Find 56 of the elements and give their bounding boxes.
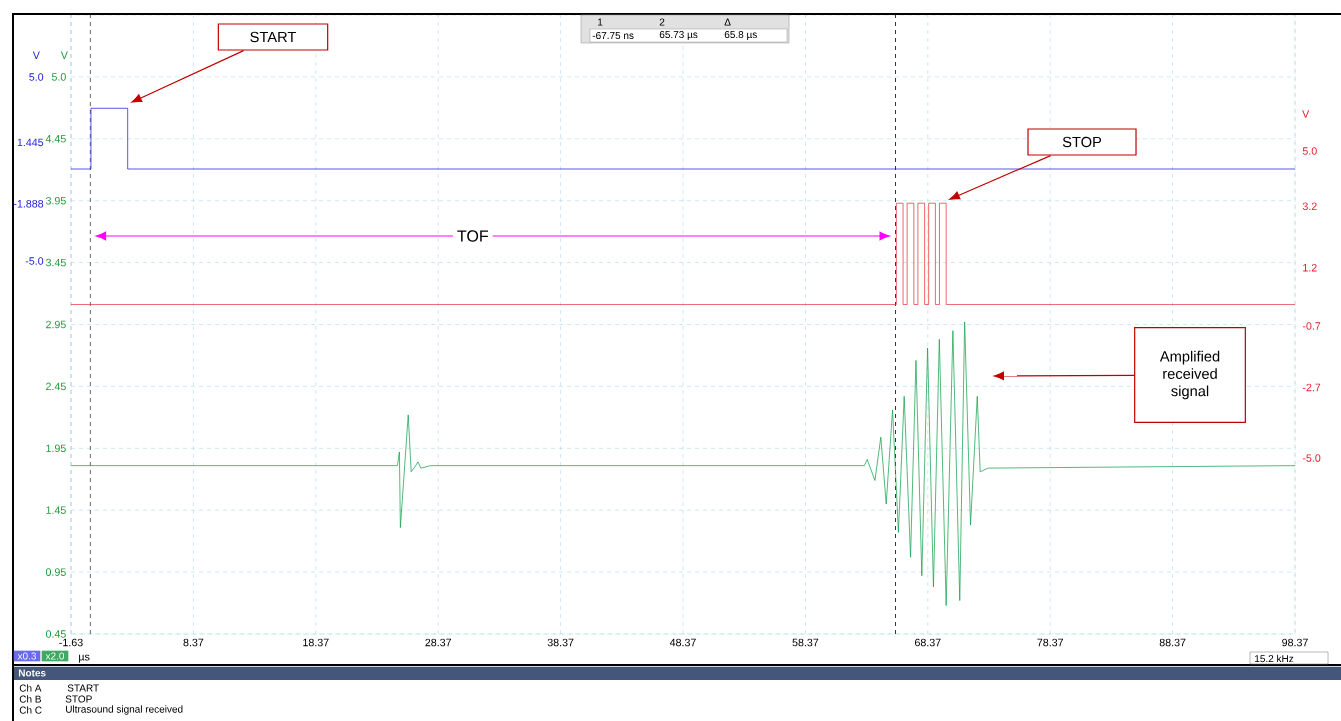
annotation: 65.73 µs <box>659 30 698 41</box>
annotation: START <box>250 31 297 43</box>
x-tick-label: 58.37 <box>792 638 819 647</box>
annotation: 65.8 µs <box>724 30 757 41</box>
annotation: 1 <box>598 18 603 26</box>
text: Notes <box>18 669 46 677</box>
y-axis-title: V <box>60 51 68 59</box>
y2-tick-label: 5.0 <box>29 73 44 81</box>
y3-tick-label: -0.7 <box>1302 322 1321 330</box>
y-tick-label: 1.45 <box>46 506 66 514</box>
x-tick-label: -1.63 <box>59 638 83 647</box>
text: Ch C <box>19 706 42 714</box>
x-tick-label: 38.37 <box>547 638 574 647</box>
annotation: 2 <box>659 18 665 26</box>
annotation: -67.75 ns <box>592 31 634 40</box>
x-tick-label: 88.37 <box>1159 638 1186 647</box>
text: START <box>67 684 99 692</box>
y-tick-label: 3.45 <box>45 258 66 267</box>
x-tick-label: 68.37 <box>915 638 941 647</box>
y2-tick-label: 1.445 <box>17 138 44 147</box>
y-tick-label: 5.0 <box>51 73 66 81</box>
y3-tick-label: 5.0 <box>1302 147 1317 155</box>
y3-tick-label: -2.7 <box>1302 383 1321 392</box>
y2-tick-label: -1.888 <box>13 199 44 208</box>
annotation: TOF <box>457 230 489 242</box>
y-tick-label: 0.95 <box>45 568 66 576</box>
y2-tick-label: -5.0 <box>25 257 44 265</box>
x-tick-label: 8.37 <box>183 638 204 647</box>
annotation: Δ <box>724 18 731 26</box>
x-axis-title: µs <box>79 654 90 663</box>
y3-tick-label: 1.2 <box>1303 263 1317 272</box>
y-tick-label: 2.45 <box>46 382 66 391</box>
x-tick-label: 28.37 <box>425 638 452 647</box>
x-tick-label: 78.37 <box>1037 638 1064 647</box>
y-tick-label: 4.45 <box>45 135 66 143</box>
text: x2.0 <box>45 652 65 660</box>
y2-axis-title: V <box>32 51 40 59</box>
x-tick-label: 48.37 <box>669 638 696 647</box>
y-tick-label: 3.95 <box>45 196 66 205</box>
text: Ch B <box>19 695 41 703</box>
y3-axis-title: V <box>1302 110 1310 118</box>
y-tick-label: 1.95 <box>46 444 66 453</box>
text: STOP <box>65 695 92 703</box>
y3-tick-label: -5.0 <box>1302 454 1321 462</box>
y-tick-label: 0.45 <box>45 630 66 638</box>
x-tick-label: 18.37 <box>303 638 329 647</box>
annotation: Amplified received signal <box>1159 350 1220 400</box>
text: x0.3 <box>17 652 37 660</box>
text: Ch A <box>19 684 42 692</box>
y3-tick-label: 3.2 <box>1302 202 1317 211</box>
line-series <box>71 321 1296 606</box>
text: Ultrasound signal received <box>66 705 183 715</box>
x-tick-label: 98.37 <box>1282 638 1308 647</box>
annotation: STOP <box>1062 136 1102 148</box>
text: 15.2 kHz <box>1255 654 1294 663</box>
y-tick-label: 2.95 <box>46 320 66 329</box>
